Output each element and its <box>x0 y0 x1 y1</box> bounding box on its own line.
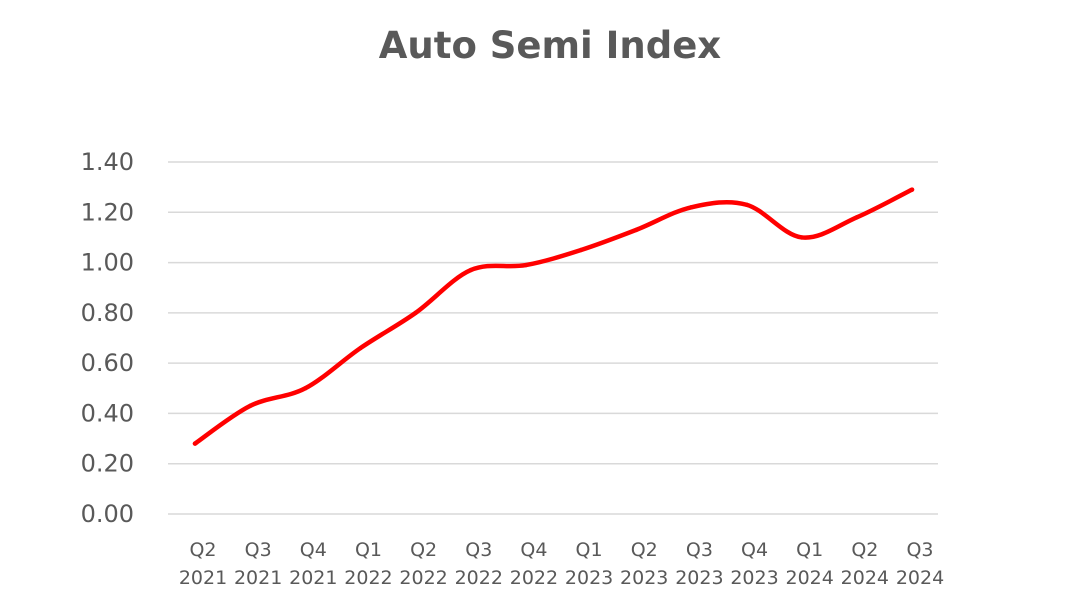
data-point <box>413 310 418 316</box>
x-tick-label: Q2 2023 <box>620 539 668 589</box>
x-tick-label: Q2 2024 <box>841 539 889 589</box>
x-tick-year: 2021 <box>234 567 282 589</box>
data-point <box>909 187 915 192</box>
x-tick-quarter: Q1 <box>576 539 603 561</box>
y-tick-label: 1.00 <box>81 249 134 277</box>
x-tick-quarter: Q2 <box>851 539 878 561</box>
x-tick-year: 2021 <box>289 567 337 589</box>
x-tick-label: Q4 2022 <box>510 539 558 589</box>
x-tick-quarter: Q3 <box>906 539 933 561</box>
y-tick-label: 1.20 <box>81 198 134 226</box>
x-tick-label: Q2 2021 <box>179 539 227 589</box>
x-tick-label: Q3 2022 <box>455 539 503 589</box>
x-tick-quarter: Q4 <box>741 539 768 561</box>
data-point <box>358 345 363 351</box>
x-tick-quarter: Q3 <box>465 539 492 561</box>
y-tick-label: 0.40 <box>81 399 134 427</box>
x-tick-quarter: Q4 <box>520 539 547 561</box>
x-tick-label: Q3 2023 <box>675 539 723 589</box>
data-point <box>523 262 529 268</box>
y-tick-label: 0.80 <box>81 299 134 327</box>
series-line <box>192 187 915 446</box>
x-tick-quarter: Q2 <box>631 539 658 561</box>
x-tick-year: 2024 <box>841 567 889 589</box>
x-tick-year: 2021 <box>179 567 227 589</box>
data-point <box>578 247 584 253</box>
x-tick-year: 2022 <box>510 567 558 589</box>
x-tick-quarter: Q2 <box>189 539 216 561</box>
x-tick-label: Q3 2024 <box>896 539 944 589</box>
x-tick-label: Q1 2024 <box>786 539 834 589</box>
x-tick-year: 2022 <box>455 567 503 589</box>
x-tick-year: 2022 <box>344 567 392 589</box>
x-tick-label: Q1 2022 <box>344 539 392 589</box>
x-tick-quarter: Q4 <box>300 539 327 561</box>
x-tick-year: 2023 <box>675 567 723 589</box>
y-tick-label: 0.60 <box>81 349 134 377</box>
x-tick-label: Q3 2021 <box>234 539 282 589</box>
x-axis: Q2 2021 Q3 2021 Q4 2021 Q1 2022 Q2 2022 Q3 2022 Q4 20… <box>179 539 944 589</box>
x-tick-quarter: Q2 <box>410 539 437 561</box>
x-tick-year: 2024 <box>896 567 944 589</box>
x-tick-label: Q2 2022 <box>399 539 447 589</box>
chart-title: Auto Semi Index <box>378 24 722 67</box>
x-tick-label: Q1 2023 <box>565 539 613 589</box>
x-tick-year: 2022 <box>399 567 447 589</box>
data-point <box>634 227 639 233</box>
x-tick-year: 2023 <box>565 567 613 589</box>
x-tick-year: 2023 <box>730 567 778 589</box>
x-tick-label: Q4 2023 <box>730 539 778 589</box>
x-tick-year: 2024 <box>786 567 834 589</box>
x-tick-quarter: Q1 <box>355 539 382 561</box>
data-point <box>468 267 473 273</box>
data-point <box>303 386 308 391</box>
data-point <box>247 403 253 409</box>
gridlines <box>168 161 938 515</box>
data-point <box>854 215 860 220</box>
x-tick-label: Q4 2021 <box>289 539 337 589</box>
x-tick-quarter: Q1 <box>796 539 823 561</box>
y-tick-label: 0.00 <box>81 500 134 528</box>
y-tick-label: 1.40 <box>81 148 134 176</box>
x-tick-year: 2023 <box>620 567 668 589</box>
data-point <box>744 202 749 207</box>
y-tick-label: 0.20 <box>81 450 134 478</box>
y-axis: 0.00 0.20 0.40 0.60 0.80 1.00 1.20 1.40 <box>81 148 134 528</box>
data-point <box>192 441 198 446</box>
data-point <box>799 235 804 240</box>
x-tick-quarter: Q3 <box>686 539 713 561</box>
data-point <box>689 205 694 210</box>
x-tick-quarter: Q3 <box>245 539 272 561</box>
